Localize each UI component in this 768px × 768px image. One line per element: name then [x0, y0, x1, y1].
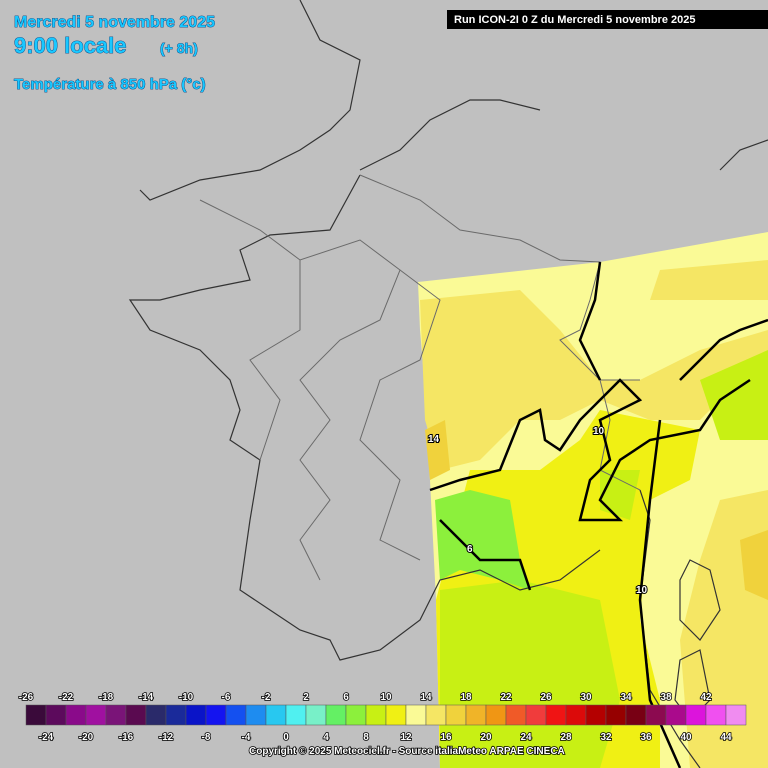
colorbar-swatch — [145, 704, 167, 726]
colorbar-swatch — [485, 704, 507, 726]
variable-title: Température à 850 hPa (°c) — [14, 76, 206, 93]
colorbar-label: 44 — [720, 732, 732, 743]
borders — [199, 174, 641, 581]
colorbar-label: 30 — [580, 692, 592, 703]
colorbar-label: -16 — [119, 732, 134, 743]
colorbar-swatch — [725, 704, 747, 726]
contour-labels: 14 10 6 10 — [427, 425, 649, 597]
colorbar-swatch — [525, 704, 547, 726]
colorbar-label: 0 — [283, 732, 289, 743]
time-title: 9:00 locale — [14, 33, 127, 58]
colorbar-label: 16 — [440, 732, 452, 743]
colorbar-label: 2 — [303, 692, 309, 703]
colorbar-label: 14 — [420, 692, 432, 703]
colorbar-label: 38 — [660, 692, 672, 703]
colorbar-swatch — [265, 704, 287, 726]
colorbar-swatch — [385, 704, 407, 726]
colorbar-swatch — [365, 704, 387, 726]
colorbar-label: 12 — [400, 732, 412, 743]
colorbar-label: -4 — [242, 732, 251, 743]
colorbar-label: -12 — [159, 732, 174, 743]
colorbar-label: 28 — [560, 732, 572, 743]
colorbar-swatch — [245, 704, 267, 726]
colorbar-swatch — [425, 704, 447, 726]
colorbar-label: 8 — [363, 732, 369, 743]
colorbar-label: 6 — [343, 692, 349, 703]
colorbar-label: 4 — [323, 732, 329, 743]
colorbar-label: 34 — [620, 692, 632, 703]
colorbar-label: 20 — [480, 732, 492, 743]
colorbar: -26-24-22-20-18-16-14-12-10-8-6-4-202468… — [18, 691, 747, 744]
colorbar-swatch — [225, 704, 247, 726]
colorbar-label: -18 — [99, 692, 114, 703]
temperature-field — [418, 232, 768, 768]
colorbar-swatch — [45, 704, 67, 726]
colorbar-label: 42 — [700, 692, 712, 703]
colorbar-swatch — [105, 704, 127, 726]
colorbar-label: 10 — [380, 692, 392, 703]
colorbar-swatch — [625, 704, 647, 726]
forecast-offset: (+ 8h) — [160, 40, 198, 56]
run-box — [447, 10, 768, 29]
colorbar-swatch — [445, 704, 467, 726]
colorbar-label: 32 — [600, 732, 612, 743]
contour-label: 6 — [467, 544, 473, 555]
colorbar-swatch — [705, 704, 727, 726]
colorbar-label: 22 — [500, 692, 512, 703]
colorbar-swatch — [665, 704, 687, 726]
colorbar-label: -14 — [139, 692, 154, 703]
colorbar-swatch — [685, 704, 707, 726]
colorbar-label: -22 — [59, 692, 74, 703]
colorbar-swatch — [125, 704, 147, 726]
colorbar-swatch — [325, 704, 347, 726]
run-label: Run ICON-2I 0 Z du Mercredi 5 novembre 2… — [454, 14, 695, 26]
colorbar-label: -26 — [19, 692, 34, 703]
colorbar-label: 24 — [520, 732, 532, 743]
colorbar-label: -8 — [202, 732, 211, 743]
colorbar-swatch — [65, 704, 87, 726]
colorbar-swatch — [345, 704, 367, 726]
contour-label: 10 — [593, 426, 605, 437]
colorbar-label: -6 — [222, 692, 231, 703]
colorbar-swatch — [545, 704, 567, 726]
contour-label: 10 — [636, 585, 648, 596]
colorbar-label: -24 — [39, 732, 54, 743]
colorbar-label: -20 — [79, 732, 94, 743]
colorbar-swatch — [165, 704, 187, 726]
colorbar-swatch — [465, 704, 487, 726]
colorbar-label: 36 — [640, 732, 652, 743]
copyright: Copyright © 2025 Meteociel.fr - Source i… — [249, 746, 565, 757]
colorbar-label: 18 — [460, 692, 472, 703]
colorbar-swatch — [305, 704, 327, 726]
colorbar-swatch — [565, 704, 587, 726]
colorbar-swatch — [285, 704, 307, 726]
colorbar-swatch — [585, 704, 607, 726]
colorbar-label: -10 — [179, 692, 194, 703]
colorbar-swatch — [645, 704, 667, 726]
colorbar-swatch — [185, 704, 207, 726]
colorbar-swatch — [505, 704, 527, 726]
contour-label: 14 — [428, 434, 440, 445]
colorbar-label: -2 — [262, 692, 271, 703]
colorbar-label: 40 — [680, 732, 692, 743]
colorbar-label: 26 — [540, 692, 552, 703]
date-title: Mercredi 5 novembre 2025 — [14, 14, 215, 31]
colorbar-swatch — [405, 704, 427, 726]
colorbar-swatch — [605, 704, 627, 726]
colorbar-swatch — [85, 704, 107, 726]
colorbar-swatch — [205, 704, 227, 726]
colorbar-swatch — [25, 704, 47, 726]
